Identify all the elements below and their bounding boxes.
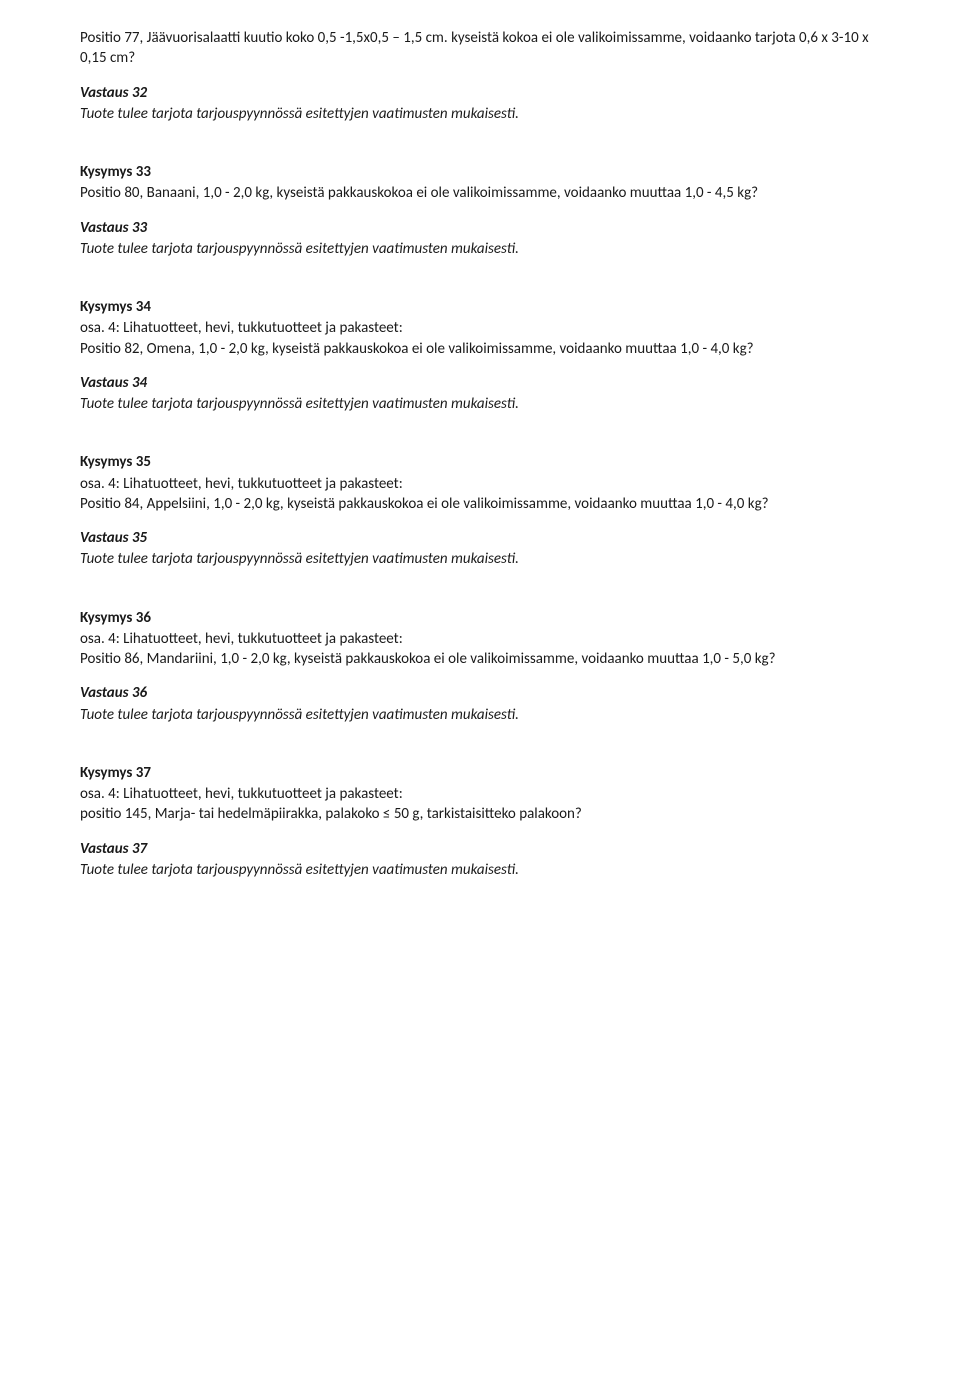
answer-label: Vastaus 35 <box>80 528 880 548</box>
qa-block-32: Vastaus 32 Tuote tulee tarjota tarjouspy… <box>80 83 880 125</box>
answer-label: Vastaus 33 <box>80 218 880 238</box>
qa-block-35: Kysymys 35 osa. 4: Lihatuotteet, hevi, t… <box>80 452 880 569</box>
question-text: Positio 84, Appelsiini, 1,0 - 2,0 kg, ky… <box>80 494 880 514</box>
question-text: Positio 86, Mandariini, 1,0 - 2,0 kg, ky… <box>80 649 880 669</box>
answer-label: Vastaus 37 <box>80 839 880 859</box>
answer-text: Tuote tulee tarjota tarjouspyynnössä esi… <box>80 239 880 259</box>
question-label: Kysymys 35 <box>80 452 880 472</box>
question-label: Kysymys 36 <box>80 608 880 628</box>
qa-block-34: Kysymys 34 osa. 4: Lihatuotteet, hevi, t… <box>80 297 880 414</box>
answer-text: Tuote tulee tarjota tarjouspyynnössä esi… <box>80 394 880 414</box>
qa-block-37: Kysymys 37 osa. 4: Lihatuotteet, hevi, t… <box>80 763 880 880</box>
answer-label: Vastaus 36 <box>80 683 880 703</box>
qa-block-36: Kysymys 36 osa. 4: Lihatuotteet, hevi, t… <box>80 608 880 725</box>
question-subheading: osa. 4: Lihatuotteet, hevi, tukkutuottee… <box>80 474 880 494</box>
question-subheading: osa. 4: Lihatuotteet, hevi, tukkutuottee… <box>80 318 880 338</box>
question-label: Kysymys 33 <box>80 162 880 182</box>
answer-text: Tuote tulee tarjota tarjouspyynnössä esi… <box>80 104 880 124</box>
question-subheading: osa. 4: Lihatuotteet, hevi, tukkutuottee… <box>80 784 880 804</box>
intro-paragraph: Positio 77, Jäävuorisalaatti kuutio koko… <box>80 28 880 69</box>
qa-block-33: Kysymys 33 Positio 80, Banaani, 1,0 - 2,… <box>80 162 880 259</box>
answer-label: Vastaus 32 <box>80 83 880 103</box>
question-subheading: osa. 4: Lihatuotteet, hevi, tukkutuottee… <box>80 629 880 649</box>
answer-label: Vastaus 34 <box>80 373 880 393</box>
document-page: Positio 77, Jäävuorisalaatti kuutio koko… <box>0 0 960 958</box>
question-text: Positio 80, Banaani, 1,0 - 2,0 kg, kysei… <box>80 183 880 203</box>
answer-text: Tuote tulee tarjota tarjouspyynnössä esi… <box>80 705 880 725</box>
answer-text: Tuote tulee tarjota tarjouspyynnössä esi… <box>80 549 880 569</box>
question-text: positio 145, Marja- tai hedelmäpiirakka,… <box>80 804 880 824</box>
question-label: Kysymys 37 <box>80 763 880 783</box>
question-text: Positio 82, Omena, 1,0 - 2,0 kg, kyseist… <box>80 339 880 359</box>
answer-text: Tuote tulee tarjota tarjouspyynnössä esi… <box>80 860 880 880</box>
question-label: Kysymys 34 <box>80 297 880 317</box>
